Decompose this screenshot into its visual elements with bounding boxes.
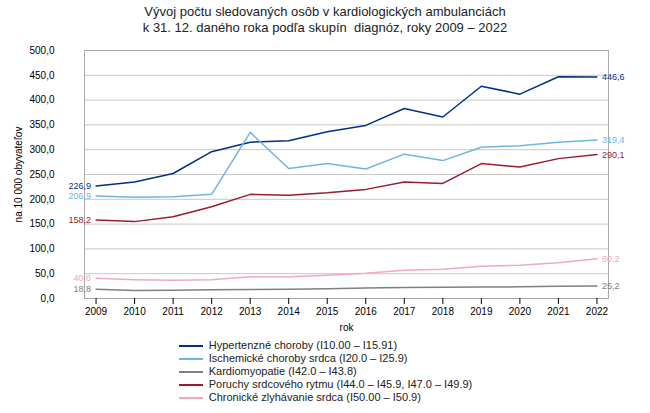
- svg-text:2022: 2022: [586, 306, 609, 317]
- svg-text:150,0: 150,0: [29, 218, 54, 229]
- svg-text:2011: 2011: [162, 306, 184, 317]
- svg-text:300,0: 300,0: [29, 144, 54, 155]
- svg-text:2010: 2010: [123, 306, 146, 317]
- html-text:Vývoj počtu sledovaných osôb v: Vývoj počtu sledovaných osôb v kardiolog…: [142, 4, 508, 35]
- svg-text:2021: 2021: [547, 306, 570, 317]
- svg-text:2020: 2020: [509, 306, 532, 317]
- svg-text:2013: 2013: [239, 306, 262, 317]
- svg-text:na 10 000 obyvateľov: na 10 000 obyvateľov: [13, 127, 24, 223]
- svg-text:rok: rok: [340, 322, 355, 333]
- svg-text:250,0: 250,0: [29, 169, 54, 180]
- svg-text:100,0: 100,0: [29, 243, 54, 254]
- svg-text:2017: 2017: [393, 306, 416, 317]
- svg-text:2012: 2012: [201, 306, 224, 317]
- html-text:Chronické zlyhávanie srdca (I5: Chronické zlyhávanie srdca (I50.00 – I50…: [208, 391, 421, 403]
- svg-text:50,0: 50,0: [35, 268, 55, 279]
- svg-text:2016: 2016: [355, 306, 378, 317]
- svg-text:200,0: 200,0: [29, 194, 54, 205]
- svg-text:350,0: 350,0: [29, 119, 54, 130]
- svg-text:206,9: 206,9: [69, 191, 92, 201]
- svg-text:158,2: 158,2: [69, 215, 92, 225]
- svg-text:40,6: 40,6: [74, 273, 92, 283]
- svg-text:446,6: 446,6: [602, 72, 625, 82]
- svg-text:450,0: 450,0: [29, 70, 54, 81]
- svg-text:319,4: 319,4: [602, 135, 625, 145]
- svg-text:18,8: 18,8: [74, 284, 92, 294]
- svg-text:290,1: 290,1: [602, 149, 625, 159]
- svg-text:0,0: 0,0: [41, 293, 55, 304]
- html-text:Poruchy srdcového rytmu (I44.0: Poruchy srdcového rytmu (I44.0 – I45.9, …: [208, 378, 473, 390]
- svg-text:2014: 2014: [278, 306, 301, 317]
- svg-text:2009: 2009: [85, 306, 108, 317]
- svg-text:400,0: 400,0: [29, 94, 54, 105]
- html-text:Hypertenzné choroby (I10.00 –: Hypertenzné choroby (I10.00 – I15.91): [208, 339, 398, 351]
- svg-text:226,9: 226,9: [69, 181, 92, 191]
- svg-text:80,2: 80,2: [602, 254, 620, 264]
- html-text:Kardiomyopatie (I42.0 – I43.8): Kardiomyopatie (I42.0 – I43.8): [208, 365, 357, 377]
- svg-text:2015: 2015: [316, 306, 339, 317]
- svg-text:2019: 2019: [470, 306, 493, 317]
- svg-text:25,2: 25,2: [602, 281, 620, 291]
- svg-text:2018: 2018: [432, 306, 455, 317]
- html-text:Ischemické choroby srdca (I20.: Ischemické choroby srdca (I20.0 – I25.9): [208, 352, 408, 364]
- svg-text:500,0: 500,0: [29, 45, 54, 56]
